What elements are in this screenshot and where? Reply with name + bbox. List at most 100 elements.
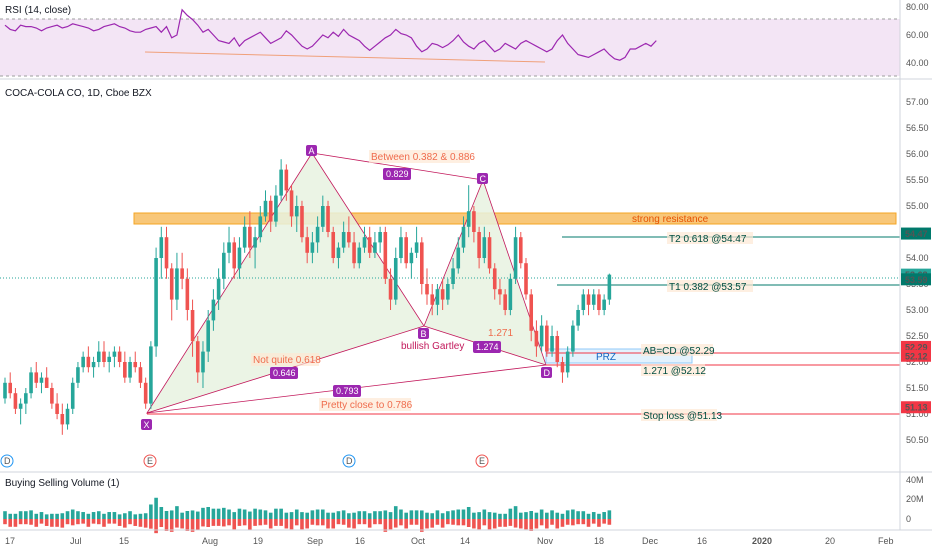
event-e2-label: E: [479, 456, 485, 466]
candle-body: [414, 242, 419, 253]
volume-sell-bar: [195, 519, 200, 531]
volume-buy-bar: [378, 511, 382, 519]
candle-body: [321, 206, 325, 227]
event-marker-e1[interactable]: E: [143, 454, 157, 468]
volume-buy-bar: [446, 511, 450, 519]
candle-body: [159, 237, 164, 258]
volume-buy-bar: [367, 513, 372, 519]
volume-sell-bar: [81, 519, 85, 524]
volume-buy-bar: [253, 508, 257, 519]
point-d-label: D: [544, 368, 551, 378]
volume-buy-bar: [607, 510, 612, 519]
point-x: X: [141, 419, 152, 430]
candle-body: [211, 299, 216, 321]
volume-sell-bar: [76, 519, 80, 525]
volume-sell-bar: [18, 519, 23, 525]
time-axis[interactable]: 17 Jul 15 Aug 19 Sep 16 Oct 14 Nov 18 Dec 16 2020 20 Fe…: [5, 536, 894, 546]
volume-sell-bar: [534, 519, 539, 529]
volume-sell-bar: [310, 519, 315, 525]
volume-sell-bar: [477, 519, 481, 530]
volume-sell-bar: [138, 519, 143, 527]
volume-sell-bar: [492, 519, 497, 529]
volume-sell-bar: [86, 519, 91, 527]
price-tick: 52.50: [906, 331, 929, 341]
time-label: 20: [825, 536, 835, 546]
volume-sell-bar: [154, 519, 158, 534]
event-marker-d1[interactable]: D: [0, 454, 14, 468]
rsi-divergence-line: [144, 51, 546, 63]
price-tag-label: 53.59: [905, 275, 928, 285]
candle-body: [524, 263, 528, 295]
volume-buy-bar: [24, 511, 28, 519]
volume-buy-bar: [414, 510, 419, 519]
candle-body: [201, 351, 205, 373]
candle-body: [169, 268, 174, 300]
candle-body: [607, 274, 612, 300]
volume-buy-bar: [91, 512, 96, 519]
candle-body: [545, 325, 549, 352]
volume-sell-bar: [539, 519, 544, 526]
volume-sell-bar: [404, 519, 408, 529]
volume-sell-bar: [96, 519, 101, 525]
candle-body: [81, 356, 85, 368]
volume-buy-bar: [399, 509, 403, 519]
volume-sell-bar: [550, 519, 554, 525]
candle-body: [18, 403, 23, 409]
time-label: Sep: [307, 536, 323, 546]
candle-body: [399, 237, 403, 258]
volume-sell-bar: [503, 519, 507, 527]
candle-body: [149, 346, 153, 404]
candle-body: [487, 237, 492, 269]
prz-text: PRZ: [596, 352, 616, 363]
candle-body: [331, 232, 336, 258]
candle-body: [216, 278, 221, 300]
volume-pane: Buying Selling Volume (1) 40M 20M 0: [3, 475, 924, 534]
time-label: 16: [697, 536, 707, 546]
candle-body: [34, 372, 39, 383]
volume-sell-bar: [378, 519, 382, 525]
volume-sell-bar: [331, 519, 336, 529]
volume-buy-bar: [586, 513, 591, 519]
main-title: COCA-COLA CO, 1D, Cboe BZX: [5, 88, 152, 99]
time-label: Nov: [537, 536, 554, 546]
volume-sell-bar: [591, 519, 596, 524]
volume-sell-bar: [383, 519, 388, 532]
volume-buy-bar: [404, 512, 408, 519]
volume-buy-bar: [206, 507, 210, 519]
candle-body: [76, 367, 80, 383]
price-tag-label: 54.47: [905, 229, 928, 239]
time-label: Jul: [70, 536, 82, 546]
volume-buy-bar: [211, 508, 216, 519]
volume-buy-bar: [44, 514, 49, 519]
between-note: Between 0.382 & 0.886: [369, 150, 475, 163]
volume-sell-bar: [258, 519, 263, 526]
volume-sell-bar: [13, 519, 18, 527]
price-tick: 50.50: [906, 435, 929, 445]
volume-sell-bar: [143, 519, 148, 528]
volume-sell-bar: [451, 519, 455, 525]
volume-buy-bar: [138, 513, 143, 519]
candle-body: [70, 382, 75, 409]
volume-sell-bar: [352, 519, 356, 529]
candle-body: [581, 294, 586, 310]
candle-body: [60, 414, 65, 425]
price-tick: 51.00: [906, 409, 929, 419]
volume-sell-bar: [357, 519, 362, 525]
candle-body: [96, 351, 101, 362]
candle-body: [310, 242, 315, 253]
volume-buy-bar: [133, 514, 138, 519]
event-marker-e2[interactable]: E: [475, 454, 489, 468]
point-b-label: B: [421, 329, 427, 339]
price-tag-bg: [901, 273, 931, 286]
volume-sell-bar: [29, 519, 33, 525]
candle-body: [466, 211, 471, 227]
event-marker-d2[interactable]: D: [342, 454, 356, 468]
volume-buy-bar: [117, 514, 122, 519]
volume-buy-bar: [18, 511, 23, 519]
candle-body: [602, 299, 606, 310]
volume-sell-bar: [440, 519, 445, 528]
volume-buy-bar: [8, 513, 13, 519]
volume-buy-bar: [55, 513, 59, 519]
candle-body: [180, 268, 184, 279]
volume-buy-bar: [456, 509, 461, 519]
